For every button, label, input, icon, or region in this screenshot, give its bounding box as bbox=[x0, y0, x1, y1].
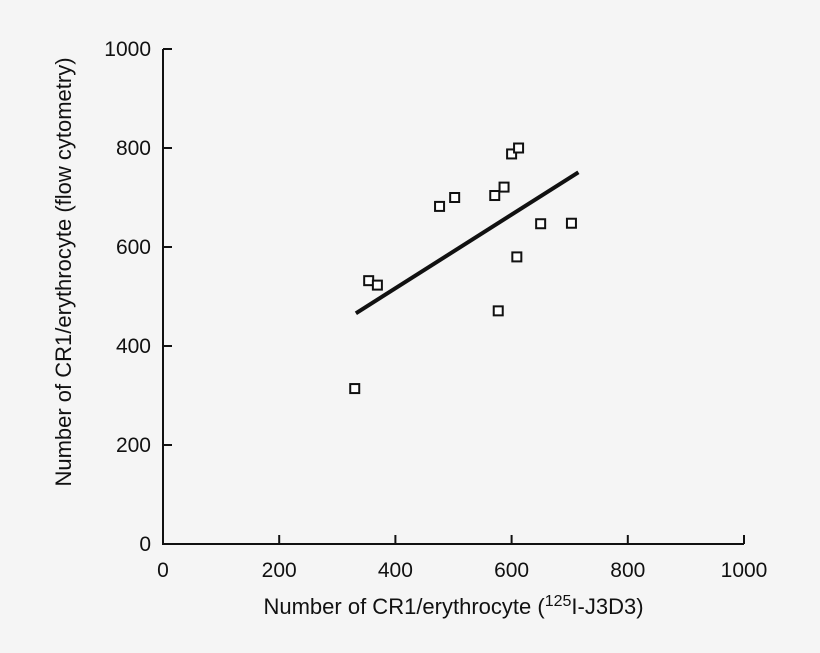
data-point-marker bbox=[565, 217, 577, 229]
data-point-marker bbox=[371, 279, 383, 291]
x-tick-label: 400 bbox=[378, 559, 413, 582]
data-point-marker bbox=[506, 148, 518, 160]
data-point-marker bbox=[498, 181, 510, 193]
x-axis-label-superscript: 125 bbox=[544, 593, 572, 610]
y-tick-label: 0 bbox=[139, 533, 151, 556]
trend-line bbox=[354, 170, 580, 316]
y-tick-label: 800 bbox=[116, 137, 151, 160]
y-tick-label: 600 bbox=[116, 236, 151, 259]
data-point-marker bbox=[363, 275, 375, 287]
data-point-marker bbox=[513, 142, 525, 154]
y-tick-label: 400 bbox=[116, 335, 151, 358]
x-axis-label-suffix: I-J3D3) bbox=[571, 594, 644, 619]
x-axis-label: Number of CR1/erythrocyte (125I-J3D3) bbox=[163, 593, 744, 620]
data-point-marker bbox=[489, 190, 501, 202]
x-tick-label: 1000 bbox=[721, 559, 768, 582]
data-point-marker bbox=[434, 200, 446, 212]
x-tick-label: 0 bbox=[157, 559, 169, 582]
x-tick-label: 800 bbox=[610, 559, 645, 582]
x-tick-label: 600 bbox=[494, 559, 529, 582]
y-tick-label: 200 bbox=[116, 434, 151, 457]
x-axis-label-prefix: Number of CR1/erythrocyte ( bbox=[263, 594, 545, 619]
x-tick-label: 200 bbox=[262, 559, 297, 582]
data-point-marker bbox=[349, 383, 361, 395]
data-point-marker bbox=[449, 192, 461, 203]
y-tick-label: 1000 bbox=[104, 38, 151, 61]
data-point-marker bbox=[535, 218, 547, 230]
data-point-marker bbox=[511, 251, 523, 263]
y-axis-label: Number of CR1/erythrocyte (flow cytometr… bbox=[51, 57, 76, 487]
data-point-marker bbox=[492, 305, 504, 317]
